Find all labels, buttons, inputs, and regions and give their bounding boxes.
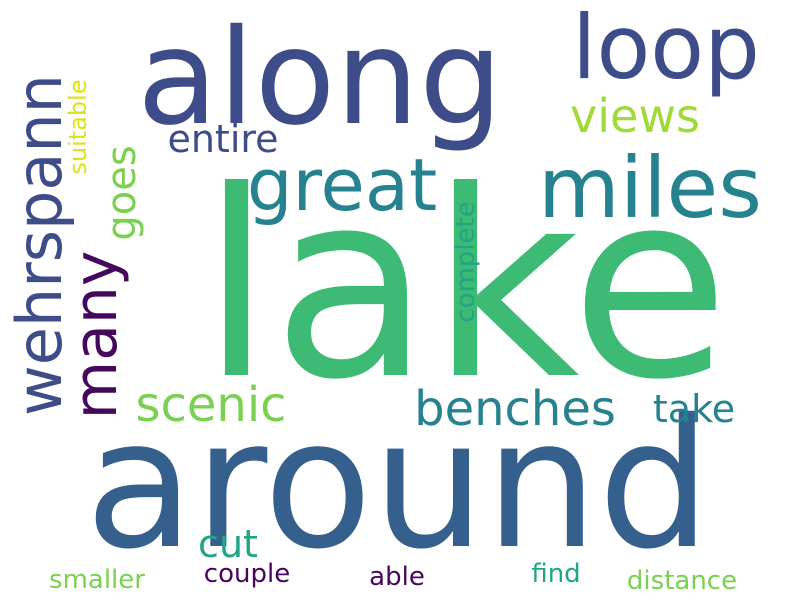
word-able: able xyxy=(369,562,425,592)
word-goes: goes xyxy=(99,145,145,241)
word-smaller: smaller xyxy=(49,565,145,595)
word-cut: cut xyxy=(198,522,258,566)
word-many: many xyxy=(61,250,131,420)
word-complete: complete xyxy=(451,201,481,323)
word-benches: benches xyxy=(414,381,616,437)
word-couple: couple xyxy=(203,559,291,589)
word-lake: lake xyxy=(200,136,730,436)
word-around: around xyxy=(85,381,711,588)
word-distance: distance xyxy=(626,566,738,596)
word-great: great xyxy=(246,143,438,227)
word-along: along xyxy=(137,1,503,155)
word-take: take xyxy=(652,387,736,431)
word-suitable: suitable xyxy=(64,79,92,175)
word-scenic: scenic xyxy=(135,377,287,433)
word-miles: miles xyxy=(538,139,762,237)
word-loop: loop xyxy=(572,0,760,99)
word-views: views xyxy=(570,89,700,143)
word-entire: entire xyxy=(167,117,279,161)
word-find: find xyxy=(531,559,581,589)
